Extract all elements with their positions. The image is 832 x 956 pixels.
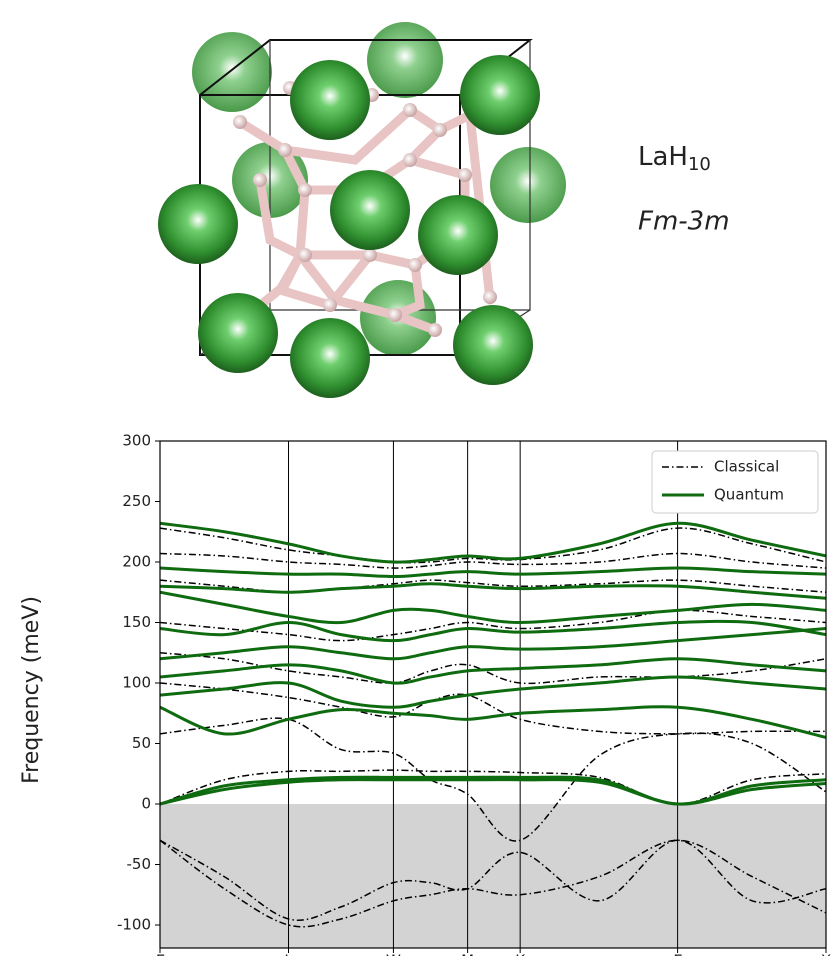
x-tick-label: M [461, 952, 474, 956]
band-line [160, 682, 826, 735]
y-tick-label: 300 [122, 432, 151, 450]
y-tick-label: 50 [132, 734, 151, 752]
band-line [160, 619, 826, 643]
band-line [160, 582, 826, 600]
y-tick-label: 250 [122, 492, 151, 510]
y-tick-label: -50 [127, 855, 152, 873]
legend-label: Quantum [714, 486, 784, 504]
bands [160, 521, 826, 928]
band-line [160, 627, 826, 661]
x-tick-label: Γ [673, 952, 682, 956]
y-tick-label: 100 [122, 674, 151, 692]
band-line [160, 521, 826, 564]
formula-subscript: 10 [688, 154, 711, 175]
band-line [160, 566, 826, 579]
y-axis-label: Frequency (meV) [19, 596, 44, 784]
band-line [160, 609, 826, 642]
band-line [160, 675, 826, 709]
plot-frame [159, 440, 827, 949]
band-line [160, 590, 826, 625]
y-tick-label: 200 [122, 553, 151, 571]
y-tick-label: 150 [122, 613, 151, 631]
x-tick-label: K [515, 952, 526, 956]
band-line [160, 657, 826, 685]
crystal-structure [158, 22, 566, 398]
legend-label: Classical [714, 458, 779, 476]
x-tick-label: W [386, 952, 401, 956]
x-tick-label: Γ [156, 952, 165, 956]
band-line [160, 552, 826, 569]
formula: LaH10 [638, 142, 711, 176]
band-line [160, 778, 826, 806]
x-tick-label: L [284, 952, 293, 956]
negative-region [160, 804, 826, 948]
space-group: Fm-3m [638, 207, 730, 237]
y-tick-label: 0 [141, 795, 151, 813]
band-line [160, 839, 826, 928]
band-line [160, 769, 826, 805]
y-tick-label: -100 [117, 916, 151, 934]
x-tick-label: X [821, 952, 831, 956]
band-line [160, 705, 826, 739]
formula-main: LaH [638, 142, 688, 172]
band-line [160, 839, 826, 921]
band-line [160, 527, 826, 564]
